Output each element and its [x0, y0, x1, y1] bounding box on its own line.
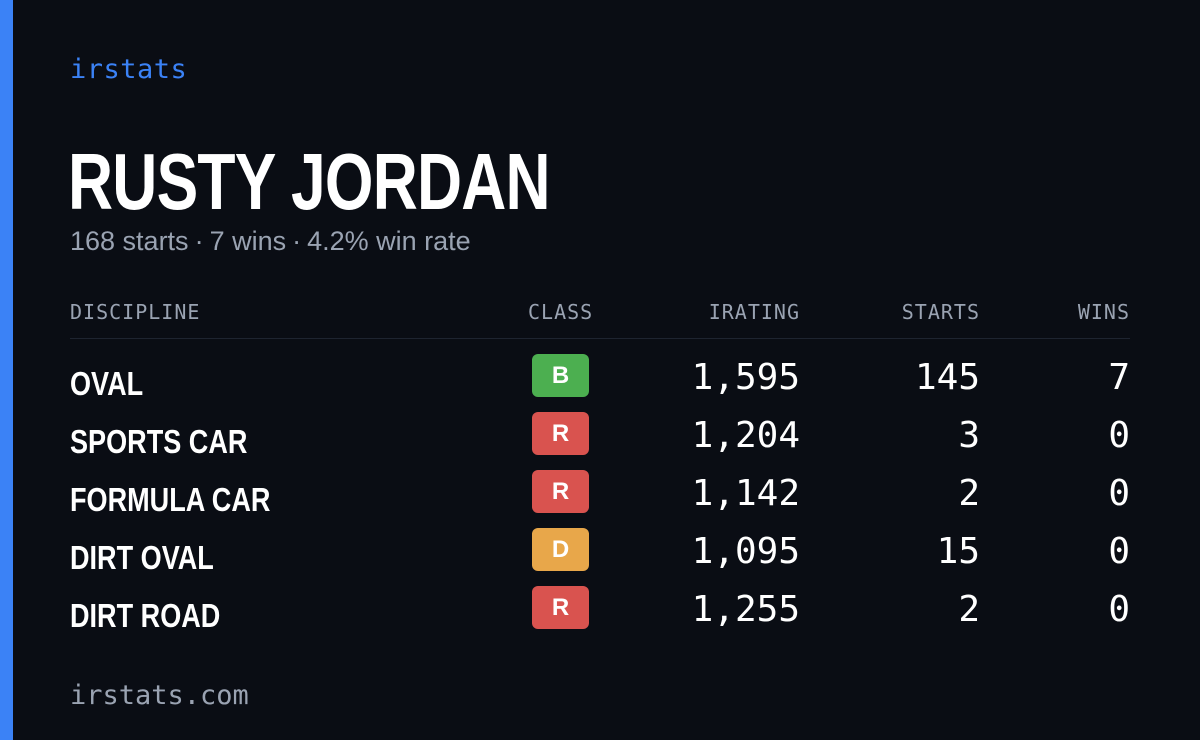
summary-separator: · [292, 226, 302, 256]
class-badge: R [532, 586, 589, 629]
table-row: FORMULA CAR R 1,142 2 0 [70, 468, 1130, 526]
irating-value: 1,095 [691, 531, 800, 572]
driver-name: RUSTY JORDAN [68, 137, 551, 226]
class-badge: R [532, 470, 589, 513]
irating-value: 1,204 [691, 415, 800, 456]
starts-value: 3 [958, 415, 980, 456]
wins-value: 0 [1108, 589, 1130, 630]
accent-bar [0, 0, 13, 740]
wins-value: 0 [1108, 473, 1130, 514]
irating-value: 1,255 [691, 589, 800, 630]
starts-value: 2 [958, 589, 980, 630]
class-badge: D [532, 528, 589, 571]
irating-value: 1,595 [691, 357, 800, 398]
header-discipline: DISCIPLINE [70, 300, 201, 324]
starts-value: 2 [958, 473, 980, 514]
discipline-name: DIRT OVAL [70, 539, 214, 576]
summary-win-rate: 4.2% win rate [307, 226, 471, 256]
wins-value: 7 [1108, 357, 1130, 398]
table-row: SPORTS CAR R 1,204 3 0 [70, 410, 1130, 468]
summary-separator: · [194, 226, 204, 256]
wins-value: 0 [1108, 531, 1130, 572]
irating-value: 1,142 [691, 473, 800, 514]
summary-starts: 168 starts [70, 226, 189, 256]
discipline-name: SPORTS CAR [70, 423, 248, 460]
header-irating: IRATING [708, 300, 800, 324]
table-header: DISCIPLINE CLASS IRATING STARTS WINS [70, 298, 1130, 339]
header-starts: STARTS [901, 300, 980, 324]
header-wins: WINS [1077, 300, 1130, 324]
discipline-name: DIRT ROAD [70, 597, 221, 634]
table-row: OVAL B 1,595 145 7 [70, 352, 1130, 410]
driver-summary: 168 starts · 7 wins · 4.2% win rate [70, 226, 471, 257]
summary-wins: 7 wins [209, 226, 287, 256]
starts-value: 15 [936, 531, 980, 572]
header-class: CLASS [528, 300, 594, 324]
table-row: DIRT ROAD R 1,255 2 0 [70, 584, 1130, 642]
footer-url: irstats.com [70, 680, 249, 711]
wins-value: 0 [1108, 415, 1130, 456]
discipline-name: FORMULA CAR [70, 481, 271, 518]
class-badge: B [532, 354, 589, 397]
discipline-name: OVAL [70, 365, 144, 402]
brand-logo-text: irstats [70, 54, 188, 85]
table-row: DIRT OVAL D 1,095 15 0 [70, 526, 1130, 584]
discipline-table: OVAL B 1,595 145 7 SPORTS CAR R 1,204 3 … [70, 352, 1130, 642]
starts-value: 145 [914, 357, 980, 398]
class-badge: R [532, 412, 589, 455]
